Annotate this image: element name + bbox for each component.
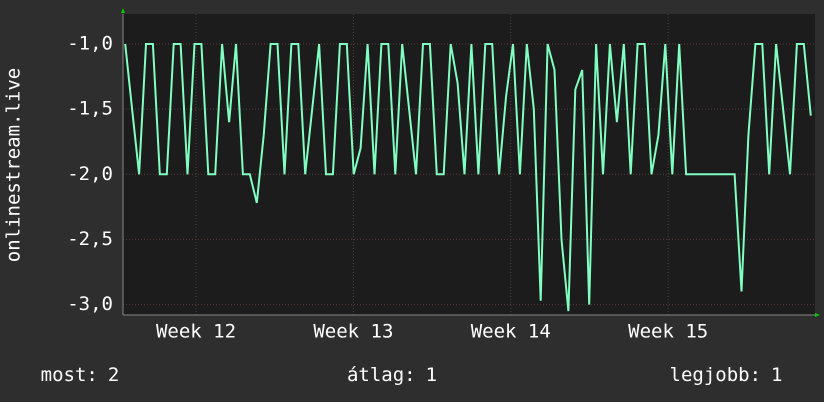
axis-arrow — [121, 8, 125, 13]
stat-label: legjobb: — [670, 364, 762, 386]
x-tick-label: Week 15 — [628, 321, 708, 343]
stat-label: most: — [41, 364, 98, 386]
x-tick-label: Week 12 — [156, 321, 236, 343]
stat: most: 2 — [41, 364, 120, 386]
x-tick-label: Week 14 — [471, 321, 551, 343]
stat-value: 1 — [426, 364, 437, 386]
plot-area — [123, 14, 815, 315]
y-axis-label: onlinestream.live — [3, 68, 25, 262]
y-tick-label: -2,5 — [67, 228, 113, 250]
stat-label: átlag: — [347, 364, 416, 386]
x-tick-label: Week 13 — [313, 321, 393, 343]
axis-arrow — [815, 313, 820, 317]
stats: most: 2 átlag: 1 legjobb: 1 — [41, 364, 783, 386]
stat: átlag: 1 — [347, 364, 437, 386]
stat: legjobb: 1 — [670, 364, 783, 386]
y-tick-label: -1,5 — [67, 98, 113, 120]
stat-value: 2 — [108, 364, 119, 386]
stat-value: 1 — [771, 364, 782, 386]
y-tick-label: -3,0 — [67, 293, 113, 315]
data-line — [124, 43, 812, 312]
y-tick-label: -2,0 — [67, 163, 113, 185]
y-tick-label: -1,0 — [67, 32, 113, 54]
